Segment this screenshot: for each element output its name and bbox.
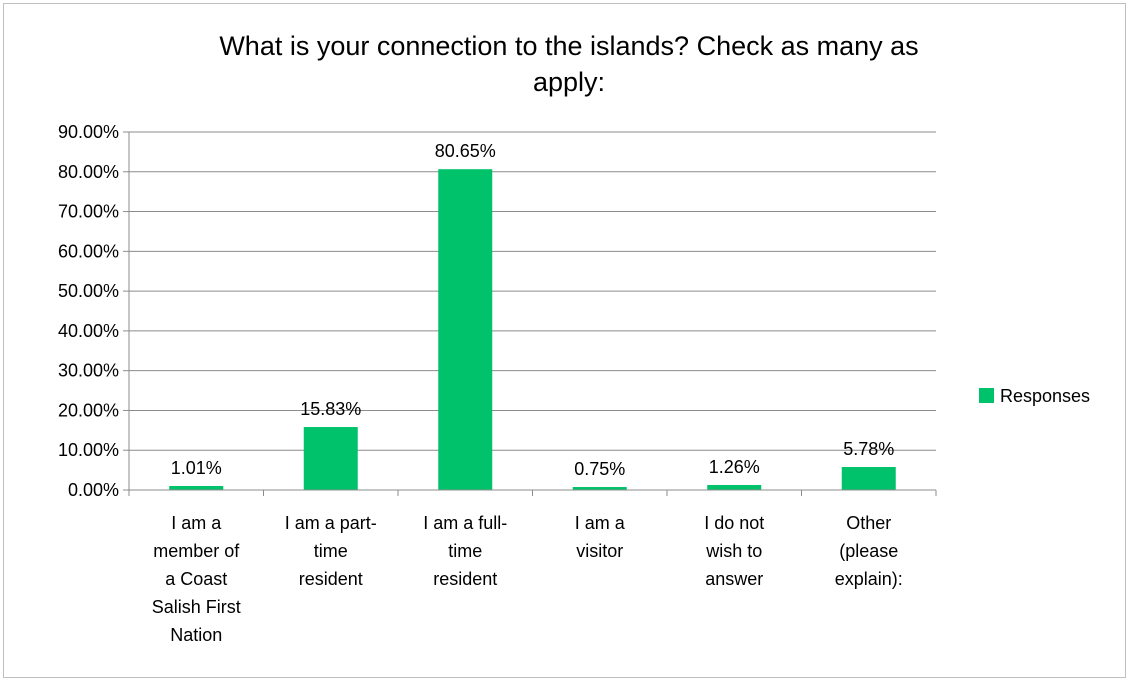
gridlines (129, 131, 936, 451)
bar (572, 487, 627, 490)
y-tick-label: 80.00% (58, 162, 119, 182)
x-category-label: I am a full-time resident (423, 513, 507, 589)
y-tick-label: 70.00% (58, 202, 119, 222)
y-axis-ticks: 0.00% 10.00% 20.00% 30.00% 40.00% 50.00% 60.00… (58, 122, 130, 500)
bar (707, 484, 762, 490)
x-category-label: I am a part-time resident (285, 513, 377, 589)
data-label: 1.26% (709, 457, 760, 477)
y-tick-label: 50.00% (58, 281, 119, 301)
bar (841, 467, 896, 490)
y-tick-label: 60.00% (58, 241, 119, 261)
legend-label: Responses (1000, 386, 1090, 406)
x-category-label: I do not wish to answer (704, 513, 764, 589)
chart-frame (3, 3, 1126, 678)
y-tick-label: 10.00% (58, 440, 119, 460)
chart-title-line: What is your connection to the islands? … (219, 31, 918, 61)
legend: Responses (979, 386, 1090, 406)
x-category-label: I am a member of a Coast Salish First Nation (152, 513, 241, 645)
y-tick-label: 20.00% (58, 400, 119, 420)
bar (303, 427, 358, 490)
bar (438, 169, 493, 491)
bars (169, 169, 896, 491)
data-label: 5.78% (843, 439, 894, 459)
y-tick-label: 30.00% (58, 361, 119, 381)
legend-swatch (979, 388, 994, 403)
x-category-label: Other (please explain): (835, 513, 903, 589)
y-tick-label: 0.00% (68, 480, 119, 500)
data-label: 15.83% (300, 399, 361, 419)
data-label: 1.01% (171, 458, 222, 478)
x-axis-category-labels: I am a member of a Coast Salish First Nation… (152, 513, 903, 645)
bar (169, 485, 224, 490)
data-label: 80.65% (435, 141, 496, 161)
y-tick-label: 40.00% (58, 321, 119, 341)
x-axis (128, 489, 937, 496)
x-category-label: I am a visitor (575, 513, 626, 561)
y-tick-label: 90.00% (58, 122, 119, 142)
data-labels: 1.01% 15.83% 80.65% 0.75% 1.26% 5.78% (171, 141, 895, 479)
data-label: 0.75% (574, 459, 625, 479)
chart-title: What is your connection to the islands? … (219, 31, 918, 97)
chart-title-line: apply: (533, 67, 605, 97)
